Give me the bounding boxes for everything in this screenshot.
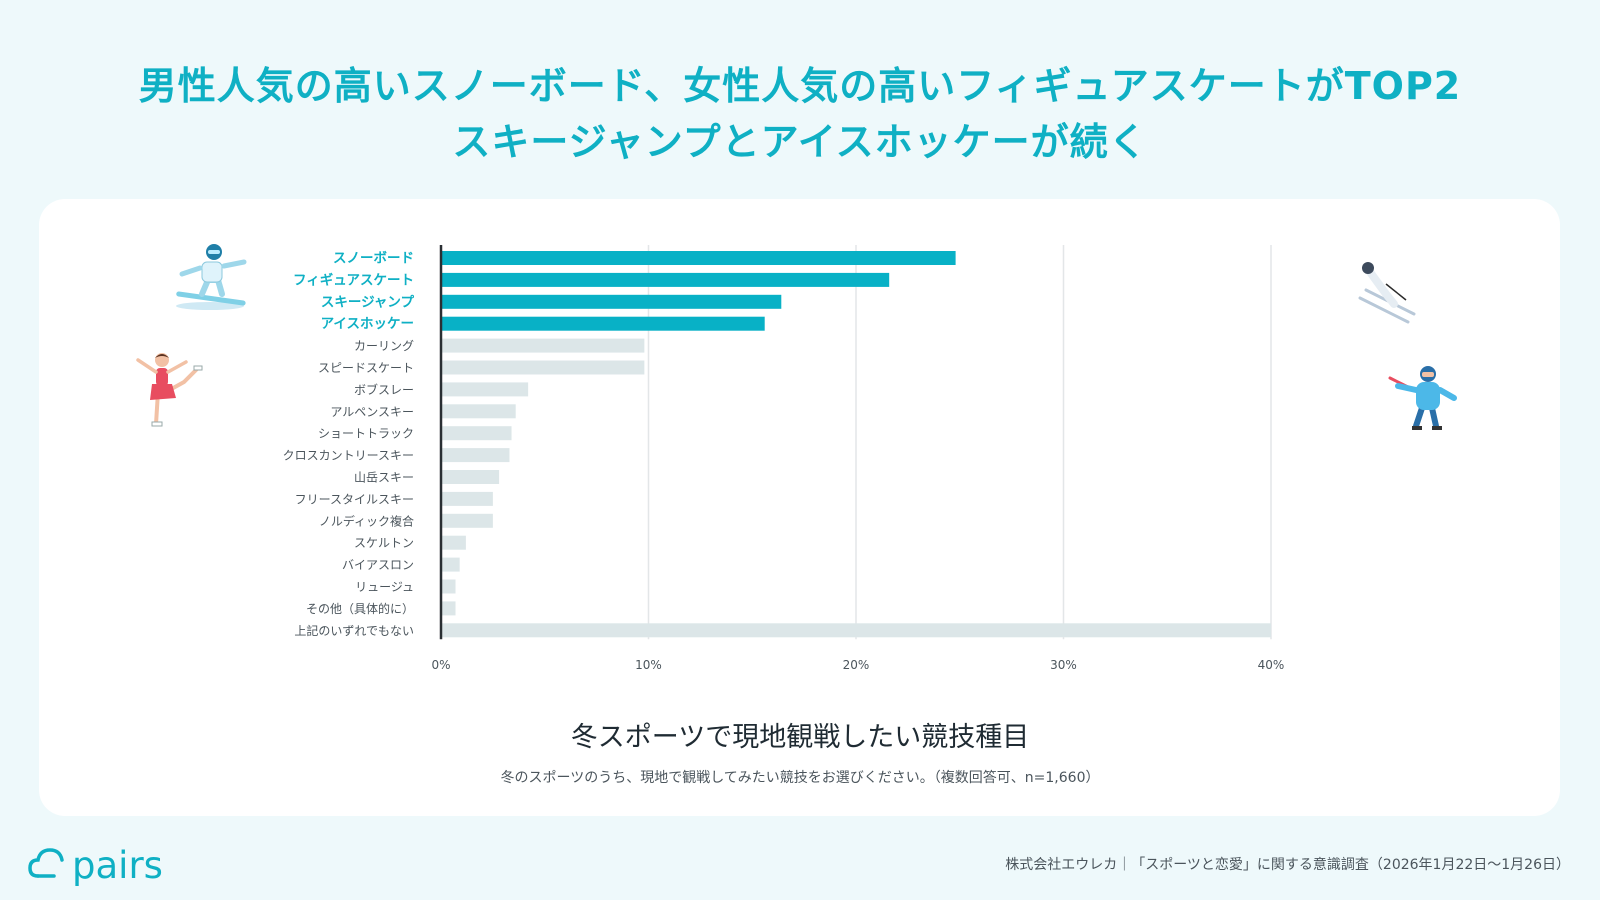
bar [441,272,890,287]
category-label: フィギュアスケート [293,272,414,288]
category-label: フリースタイルスキー [295,492,414,506]
bar [441,404,516,419]
category-label: スピードスケート [318,361,414,375]
bar [441,360,645,375]
pairs-logo: pairs [28,842,168,892]
bar [441,294,782,309]
category-label: クロスカントリースキー [283,449,414,463]
hockey-player-icon [1388,366,1457,430]
category-label: アイスホッケー [321,316,414,332]
logo-text: pairs [72,844,163,887]
ski-jumper-icon [1358,262,1416,324]
x-tick-label: 10% [635,658,662,672]
cloud-icon [28,848,64,878]
bar [441,557,460,572]
category-label: バイアスロン [342,558,414,572]
figure-skater-icon [136,353,203,427]
snowboarder-icon [176,244,247,310]
bar [441,316,765,331]
category-label: 上記のいずれでもない [294,623,414,638]
footer-note: 株式会社エウレカ｜「スポーツと恋愛」に関する意識調査（2026年1月22日〜1月… [1005,857,1570,873]
bar [441,491,493,506]
headline: 男性人気の高いスノーボード、女性人気の高いフィギュアスケートがTOP2 スキージ… [0,58,1600,170]
x-tick-label: 40% [1258,658,1285,672]
bar [441,623,1271,638]
category-label: ボブスレー [354,382,414,397]
category-label: ショートトラック [318,427,414,441]
bar [441,251,956,265]
headline-line-1: 男性人気の高いスノーボード、女性人気の高いフィギュアスケートがTOP2 [138,64,1462,108]
category-label: その他（具体的に） [306,601,414,616]
category-label: スノーボード [333,251,414,267]
x-tick-label: 0% [431,658,450,672]
category-label: リュージュ [355,580,414,594]
x-tick-label: 30% [1050,658,1077,672]
bar [441,470,500,484]
category-label: スキージャンプ [321,294,415,310]
bar [441,513,493,528]
bar [441,426,512,441]
bar [441,338,645,353]
bar [441,535,466,550]
category-label: ノルディック複合 [319,513,414,528]
category-label: スケルトン [354,536,414,550]
bar [441,601,456,616]
bar [441,448,510,463]
headline-line-2: スキージャンプとアイスホッケーが続く [452,120,1148,164]
chart-card [39,199,1560,816]
bar [441,382,529,397]
category-label: 山岳スキー [354,471,414,485]
chart-subtitle: 冬のスポーツのうち、現地で観戦してみたい競技をお選びください。（複数回答可、n=… [500,770,1100,786]
chart-title: 冬スポーツで現地観戦したい競技種目 [570,722,1030,753]
bar [441,579,456,594]
category-label: カーリング [354,339,414,353]
x-tick-label: 20% [843,658,870,672]
category-label: アルペンスキー [330,405,414,419]
